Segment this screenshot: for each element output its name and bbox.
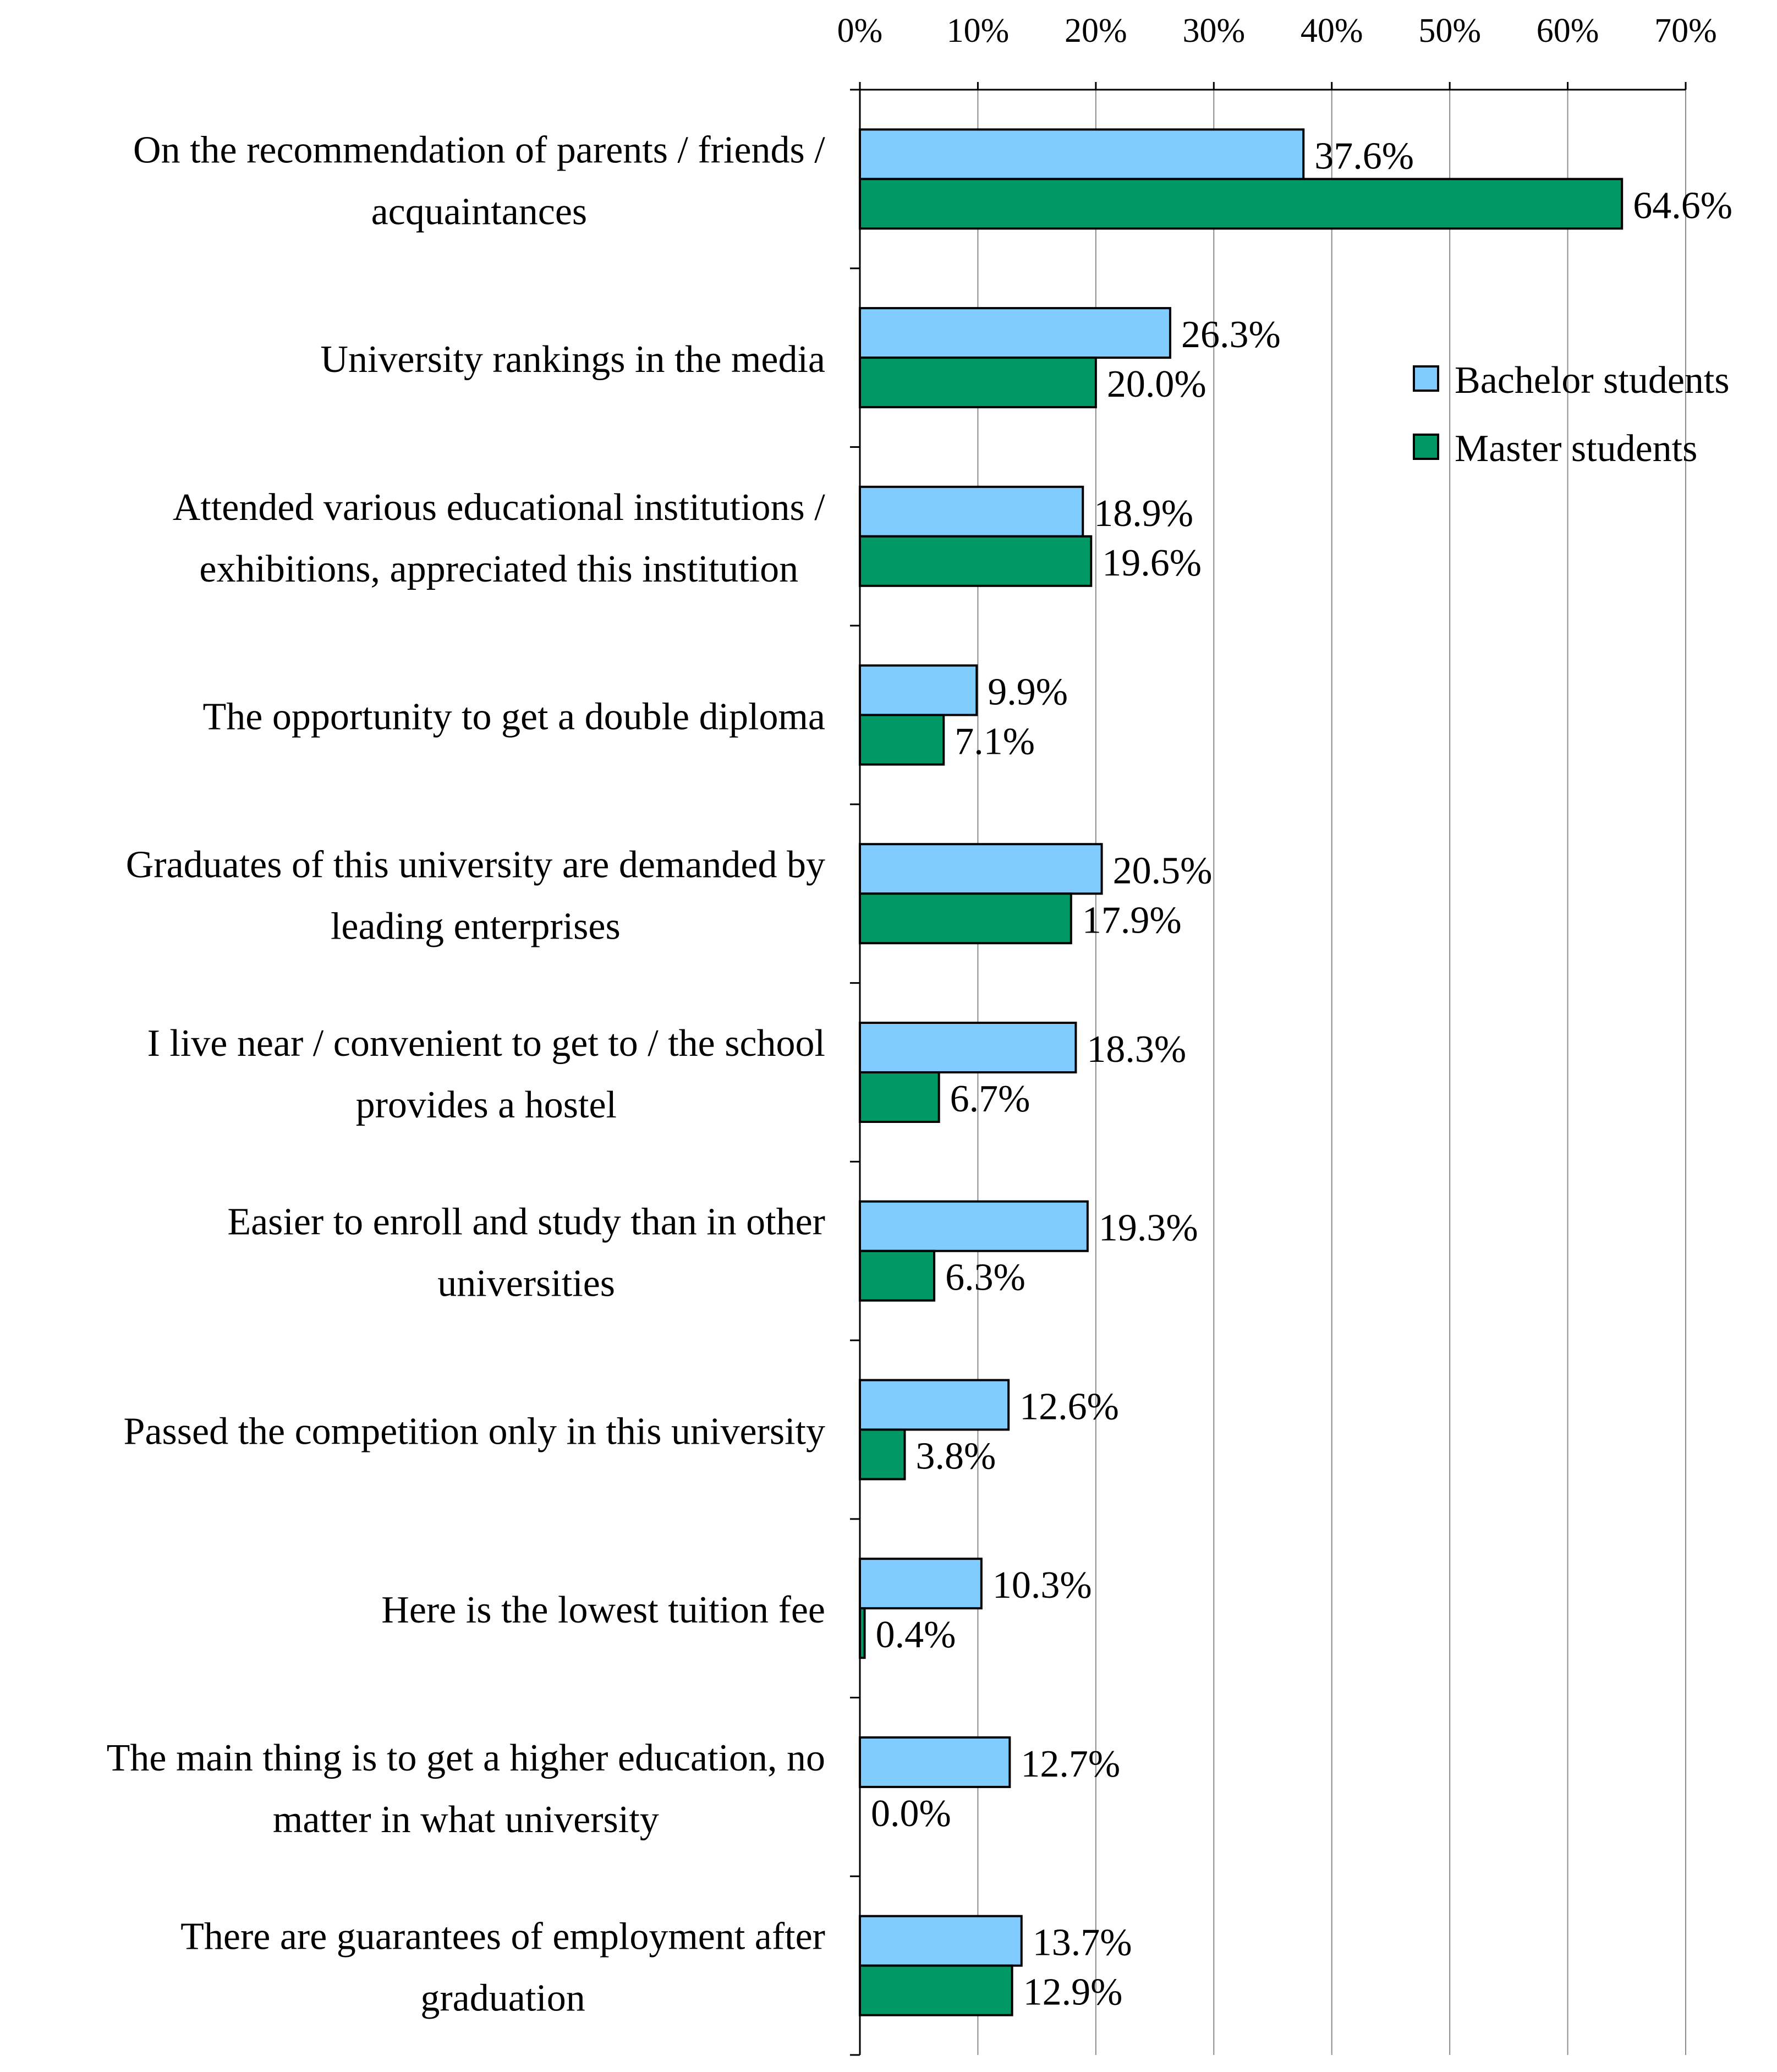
x-tick-label: 0%: [837, 12, 883, 50]
category-label-line: matter in what university: [273, 1799, 659, 1841]
data-label-bachelor: 12.6%: [1019, 1385, 1119, 1428]
category-label-line: On the recommendation of parents / frien…: [133, 129, 825, 171]
category-label-line: Easier to enroll and study than in other: [227, 1201, 825, 1243]
category-label-line: Passed the competition only in this univ…: [124, 1410, 825, 1452]
data-label-master: 19.6%: [1102, 542, 1202, 584]
x-tick-label: 40%: [1301, 12, 1363, 50]
data-label-master: 3.8%: [915, 1435, 996, 1477]
category-label-line: University rankings in the media: [320, 338, 825, 381]
x-axis-ticks: 0% 10% 20% 30% 40% 50% 60% 70%: [837, 12, 1717, 90]
data-label-master: 0.4%: [876, 1614, 956, 1656]
category-label-line: exhibitions, appreciated this institutio…: [199, 548, 798, 590]
category-label: Graduates of this university are demande…: [126, 843, 825, 947]
bar-master: [859, 357, 1097, 409]
gridlines: [977, 90, 1686, 2055]
category-label-line: graduation: [420, 1977, 585, 2020]
bar-bachelor: [859, 307, 1171, 359]
legend-swatch-master: [1413, 434, 1439, 460]
bar-master: [859, 714, 945, 766]
category-label: I live near / convenient to get to / the…: [147, 1022, 825, 1126]
category-label-line: leading enterprises: [331, 905, 621, 947]
data-label-bachelor: 19.3%: [1099, 1207, 1198, 1249]
legend-label-bachelor: Bachelor students: [1455, 359, 1730, 402]
category-label: Attended various educational institution…: [173, 486, 825, 590]
data-label-bachelor: 13.7%: [1033, 1922, 1132, 1964]
bar-master: [859, 178, 1624, 230]
category-label-line: acquaintances: [371, 190, 588, 233]
data-labels: 37.6% 64.6% 26.3% 20.0% 18.9% 19.6% 9.9% 7.1% 20…: [871, 135, 1732, 2013]
data-label-master: 0.0%: [871, 1793, 951, 1835]
data-label-bachelor: 37.6%: [1314, 135, 1414, 177]
bar-bachelor: [859, 664, 978, 716]
category-label: Easier to enroll and study than in other…: [227, 1201, 825, 1305]
category-label-line: The opportunity to get a double diploma: [203, 696, 825, 738]
x-tick-label: 60%: [1537, 12, 1599, 50]
category-labels: On the recommendation of parents / frien…: [107, 129, 826, 2019]
category-label-line: Here is the lowest tuition fee: [381, 1589, 825, 1631]
data-label-master: 17.9%: [1082, 899, 1182, 941]
data-label-master: 64.6%: [1633, 184, 1732, 227]
data-label-master: 20.0%: [1107, 363, 1206, 405]
bar-master: [859, 1071, 940, 1123]
x-tick-label: 20%: [1065, 12, 1127, 50]
data-label-bachelor: 20.5%: [1113, 849, 1213, 892]
bar-master: [859, 1428, 906, 1481]
bar-bachelor: [859, 1558, 983, 1610]
data-label-bachelor: 18.3%: [1087, 1028, 1186, 1071]
bar-master: [859, 1249, 936, 1302]
data-label-bachelor: 10.3%: [992, 1564, 1092, 1607]
legend-swatch-bachelor: [1413, 365, 1439, 392]
x-tick-label: 50%: [1418, 12, 1481, 50]
bar-bachelor: [859, 485, 1084, 538]
category-label-line: Attended various educational institution…: [173, 486, 825, 529]
data-label-master: 6.3%: [945, 1257, 1025, 1299]
category-label: On the recommendation of parents / frien…: [133, 129, 825, 233]
category-label: The opportunity to get a double diploma: [203, 696, 825, 738]
data-label-master: 12.9%: [1023, 1971, 1123, 2014]
category-label: Passed the competition only in this univ…: [124, 1410, 825, 1452]
x-tick-label: 10%: [947, 12, 1010, 50]
bar-bachelor: [859, 1379, 1010, 1431]
x-tick-label: 30%: [1182, 12, 1245, 50]
category-label-line: provides a hostel: [356, 1084, 617, 1126]
data-label-master: 7.1%: [955, 721, 1035, 763]
bar-bachelor: [859, 1915, 1023, 1967]
bar-bachelor: [859, 1736, 1011, 1788]
category-label-line: There are guarantees of employment after: [180, 1916, 825, 1958]
data-label-bachelor: 18.9%: [1094, 492, 1193, 535]
bar-master: [859, 535, 1093, 587]
bar-bachelor: [859, 843, 1103, 895]
bars: [859, 128, 1624, 2016]
category-label-line: universities: [437, 1263, 615, 1305]
bar-bachelor: [859, 1022, 1077, 1073]
bar-bachelor: [859, 1200, 1089, 1252]
category-label: The main thing is to get a higher educat…: [107, 1737, 825, 1841]
category-label: Here is the lowest tuition fee: [381, 1589, 825, 1631]
data-label-master: 6.7%: [950, 1078, 1030, 1120]
data-label-bachelor: 9.9%: [988, 671, 1068, 714]
legend-label-master: Master students: [1455, 427, 1697, 470]
axes: [850, 89, 1686, 2056]
category-label-line: The main thing is to get a higher educat…: [107, 1737, 825, 1779]
data-label-bachelor: 26.3%: [1181, 314, 1281, 356]
data-label-bachelor: 12.7%: [1021, 1743, 1120, 1785]
x-tick-label: 70%: [1654, 12, 1717, 50]
bar-master: [859, 892, 1072, 945]
bar-master: [859, 1964, 1013, 2016]
legend: Bachelor students Master students: [1413, 359, 1730, 470]
category-label: University rankings in the media: [320, 338, 825, 381]
category-label: There are guarantees of employment after…: [180, 1916, 825, 2020]
bar-bachelor: [859, 128, 1305, 180]
category-label-line: I live near / convenient to get to / the…: [147, 1022, 825, 1065]
category-label-line: Graduates of this university are demande…: [126, 843, 825, 886]
